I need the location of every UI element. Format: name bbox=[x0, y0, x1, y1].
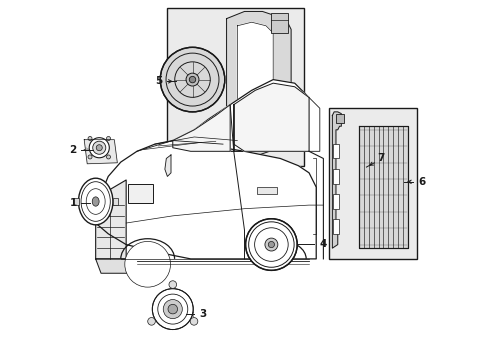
Circle shape bbox=[89, 138, 109, 158]
Circle shape bbox=[168, 304, 177, 314]
Circle shape bbox=[106, 136, 110, 140]
Text: 2: 2 bbox=[69, 144, 77, 154]
Polygon shape bbox=[233, 83, 308, 151]
Text: 1: 1 bbox=[69, 198, 77, 208]
Text: 6: 6 bbox=[418, 177, 425, 187]
Bar bbox=[257, 187, 276, 194]
Circle shape bbox=[147, 318, 155, 325]
Bar bbox=[271, 13, 287, 33]
Circle shape bbox=[163, 300, 182, 319]
Circle shape bbox=[241, 146, 247, 153]
Text: 7: 7 bbox=[376, 153, 384, 163]
Polygon shape bbox=[164, 155, 171, 176]
Circle shape bbox=[169, 281, 176, 288]
Polygon shape bbox=[96, 140, 316, 259]
Circle shape bbox=[160, 47, 224, 112]
Bar bbox=[128, 184, 153, 203]
Polygon shape bbox=[172, 105, 230, 151]
Circle shape bbox=[88, 136, 92, 140]
Circle shape bbox=[152, 289, 193, 329]
Polygon shape bbox=[172, 80, 308, 151]
Circle shape bbox=[124, 242, 170, 287]
Circle shape bbox=[245, 219, 297, 270]
Text: 4: 4 bbox=[319, 239, 326, 249]
Bar bbox=[333, 194, 339, 209]
Bar bbox=[73, 198, 79, 205]
Circle shape bbox=[96, 145, 102, 151]
Circle shape bbox=[252, 133, 261, 141]
Text: 3: 3 bbox=[199, 310, 206, 319]
Bar bbox=[333, 169, 339, 184]
Bar bbox=[359, 126, 407, 248]
Polygon shape bbox=[332, 112, 341, 248]
Polygon shape bbox=[237, 22, 273, 137]
Polygon shape bbox=[226, 12, 290, 155]
Circle shape bbox=[189, 76, 195, 83]
Circle shape bbox=[185, 73, 199, 86]
Bar bbox=[167, 8, 303, 166]
Circle shape bbox=[264, 238, 277, 251]
Ellipse shape bbox=[92, 197, 99, 206]
Bar bbox=[333, 144, 339, 158]
Text: 5: 5 bbox=[155, 76, 163, 86]
Circle shape bbox=[93, 141, 105, 154]
Circle shape bbox=[106, 155, 110, 159]
Polygon shape bbox=[84, 140, 117, 164]
Polygon shape bbox=[96, 259, 144, 273]
Polygon shape bbox=[96, 180, 126, 259]
Circle shape bbox=[190, 318, 198, 325]
Circle shape bbox=[88, 155, 92, 159]
Ellipse shape bbox=[78, 178, 113, 225]
Bar bbox=[335, 114, 343, 123]
Bar bbox=[328, 108, 416, 259]
Bar bbox=[112, 198, 118, 205]
Circle shape bbox=[268, 242, 274, 248]
Bar bbox=[333, 220, 339, 234]
